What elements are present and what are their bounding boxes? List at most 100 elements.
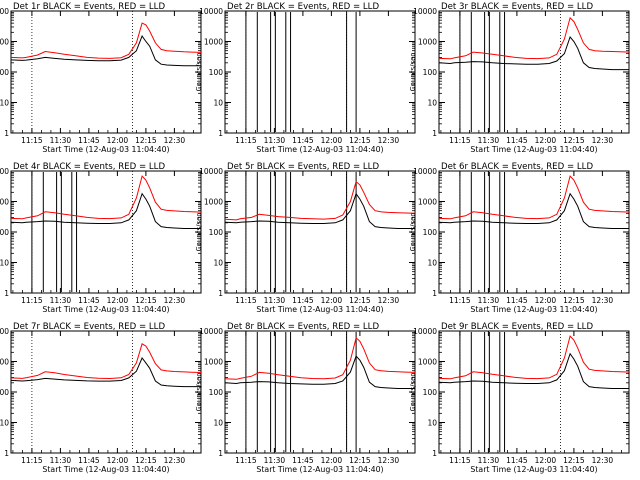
x-axis-label: Start Time (12-Aug-03 11:04:40): [42, 305, 169, 314]
x-tick-label: 11:45: [506, 136, 528, 145]
x-tick-label: 12:00: [535, 136, 557, 145]
y-tick-label: 100: [0, 68, 9, 77]
x-tick-label: 11:45: [506, 456, 528, 465]
panel-title: Det 1r BLACK = Events, RED = LLD: [13, 2, 165, 12]
y-tick-label: 1: [218, 289, 223, 298]
panel-title: Det 7r BLACK = Events, RED = LLD: [13, 322, 165, 332]
y-tick-label: 10: [0, 259, 9, 268]
x-tick-label: 11:45: [78, 296, 100, 305]
detector-panel: Det 4r BLACK = Events, RED = LLD 1 10 100 10…: [0, 162, 202, 314]
x-axis-label: Start Time (12-Aug-03 11:04:40): [256, 305, 383, 314]
lld-series-line: [10, 175, 202, 220]
detector-panel: Det 8r BLACK = Events, RED = LLD 1 10 100 10…: [195, 322, 416, 474]
y-tick-label: 10000: [413, 167, 437, 176]
x-tick-label: 12:00: [535, 296, 557, 305]
y-tick-label: 1000: [418, 38, 437, 47]
y-tick-label: 10000: [0, 327, 9, 336]
lld-series-line: [10, 22, 202, 59]
x-tick-label: 12:15: [563, 456, 585, 465]
x-tick-label: 12:15: [563, 136, 585, 145]
y-axis-label: Counts/sec: [409, 213, 417, 252]
lld-series-line: [438, 175, 630, 220]
panel-title: Det 4r BLACK = Events, RED = LLD: [13, 162, 165, 172]
x-tick-label: 12:30: [592, 296, 614, 305]
x-tick-label: 12:00: [107, 456, 129, 465]
y-tick-label: 1000: [0, 38, 9, 47]
x-tick-label: 12:15: [349, 296, 371, 305]
x-tick-label: 12:30: [378, 296, 400, 305]
plot-frame: [438, 10, 630, 134]
plot-frame: [10, 170, 202, 294]
y-tick-label: 10000: [413, 7, 437, 16]
x-tick-label: 11:15: [21, 136, 43, 145]
y-tick-label: 10: [427, 99, 437, 108]
y-tick-label: 1000: [418, 358, 437, 367]
detector-panel: Det 1r BLACK = Events, RED = LLD 1 10 100 10…: [0, 2, 202, 154]
y-tick-label: 100: [423, 228, 438, 237]
y-tick-label: 10: [213, 419, 223, 428]
x-tick-label: 11:30: [264, 296, 286, 305]
x-tick-label: 11:15: [449, 456, 471, 465]
y-tick-label: 1: [4, 289, 9, 298]
x-axis-label: Start Time (12-Aug-03 11:04:40): [42, 145, 169, 154]
y-tick-label: 10: [0, 99, 9, 108]
y-tick-label: 1: [4, 129, 9, 138]
y-tick-label: 1: [218, 449, 223, 458]
x-tick-label: 11:45: [78, 136, 100, 145]
x-tick-label: 11:15: [449, 296, 471, 305]
y-tick-label: 10000: [199, 167, 223, 176]
x-tick-label: 12:15: [349, 456, 371, 465]
events-series-line: [10, 357, 201, 388]
y-tick-label: 1: [432, 449, 437, 458]
x-tick-label: 12:00: [321, 456, 343, 465]
y-tick-label: 10: [0, 419, 9, 428]
x-tick-label: 11:15: [235, 296, 257, 305]
x-tick-label: 12:15: [135, 456, 157, 465]
y-tick-label: 100: [209, 388, 224, 397]
plot-frame: [438, 170, 630, 294]
y-tick-label: 1: [218, 129, 223, 138]
x-tick-label: 11:30: [50, 296, 72, 305]
y-tick-label: 100: [209, 228, 224, 237]
x-tick-label: 11:30: [264, 136, 286, 145]
plot-frame: [438, 330, 630, 454]
lld-series-line: [438, 335, 630, 380]
y-tick-label: 100: [0, 228, 9, 237]
events-series-line: [10, 35, 201, 67]
detector-panel: Det 9r BLACK = Events, RED = LLD 1 10 100 10…: [409, 322, 630, 474]
lld-series-line: [224, 336, 416, 380]
panel-title: Det 9r BLACK = Events, RED = LLD: [441, 322, 593, 332]
x-tick-label: 11:30: [478, 296, 500, 305]
x-tick-label: 11:45: [292, 136, 314, 145]
events-series-line: [224, 192, 415, 229]
y-tick-label: 100: [423, 388, 438, 397]
detector-panel: Det 6r BLACK = Events, RED = LLD 1 10 100 10…: [409, 162, 630, 314]
events-series-line: [438, 192, 629, 229]
y-axis-label: Counts/sec: [195, 53, 203, 92]
y-tick-label: 1: [432, 289, 437, 298]
x-tick-label: 11:30: [50, 456, 72, 465]
x-tick-label: 11:15: [235, 136, 257, 145]
detector-panel: Det 2r BLACK = Events, RED = LLD 1 10 100 10…: [195, 2, 416, 154]
plot-frame: [224, 10, 416, 134]
x-tick-label: 11:30: [264, 456, 286, 465]
lld-series-line: [10, 343, 202, 380]
x-axis-label: Start Time (12-Aug-03 11:04:40): [256, 465, 383, 474]
x-tick-label: 12:00: [107, 296, 129, 305]
panel-title: Det 3r BLACK = Events, RED = LLD: [441, 2, 593, 12]
detector-panel: Det 5r BLACK = Events, RED = LLD 1 10 100 10…: [195, 162, 416, 314]
x-tick-label: 12:00: [321, 296, 343, 305]
panel-title: Det 5r BLACK = Events, RED = LLD: [227, 162, 379, 172]
y-tick-label: 10000: [199, 327, 223, 336]
x-tick-label: 11:15: [21, 296, 43, 305]
x-tick-label: 12:15: [563, 296, 585, 305]
x-tick-label: 11:30: [478, 456, 500, 465]
x-tick-label: 12:15: [349, 136, 371, 145]
y-tick-label: 1000: [0, 358, 9, 367]
x-axis-label: Start Time (12-Aug-03 11:04:40): [470, 305, 597, 314]
detector-panel: Det 3r BLACK = Events, RED = LLD 1 10 100 10…: [409, 2, 630, 154]
x-axis-label: Start Time (12-Aug-03 11:04:40): [42, 465, 169, 474]
x-tick-label: 12:30: [378, 456, 400, 465]
plot-frame: [224, 170, 416, 294]
